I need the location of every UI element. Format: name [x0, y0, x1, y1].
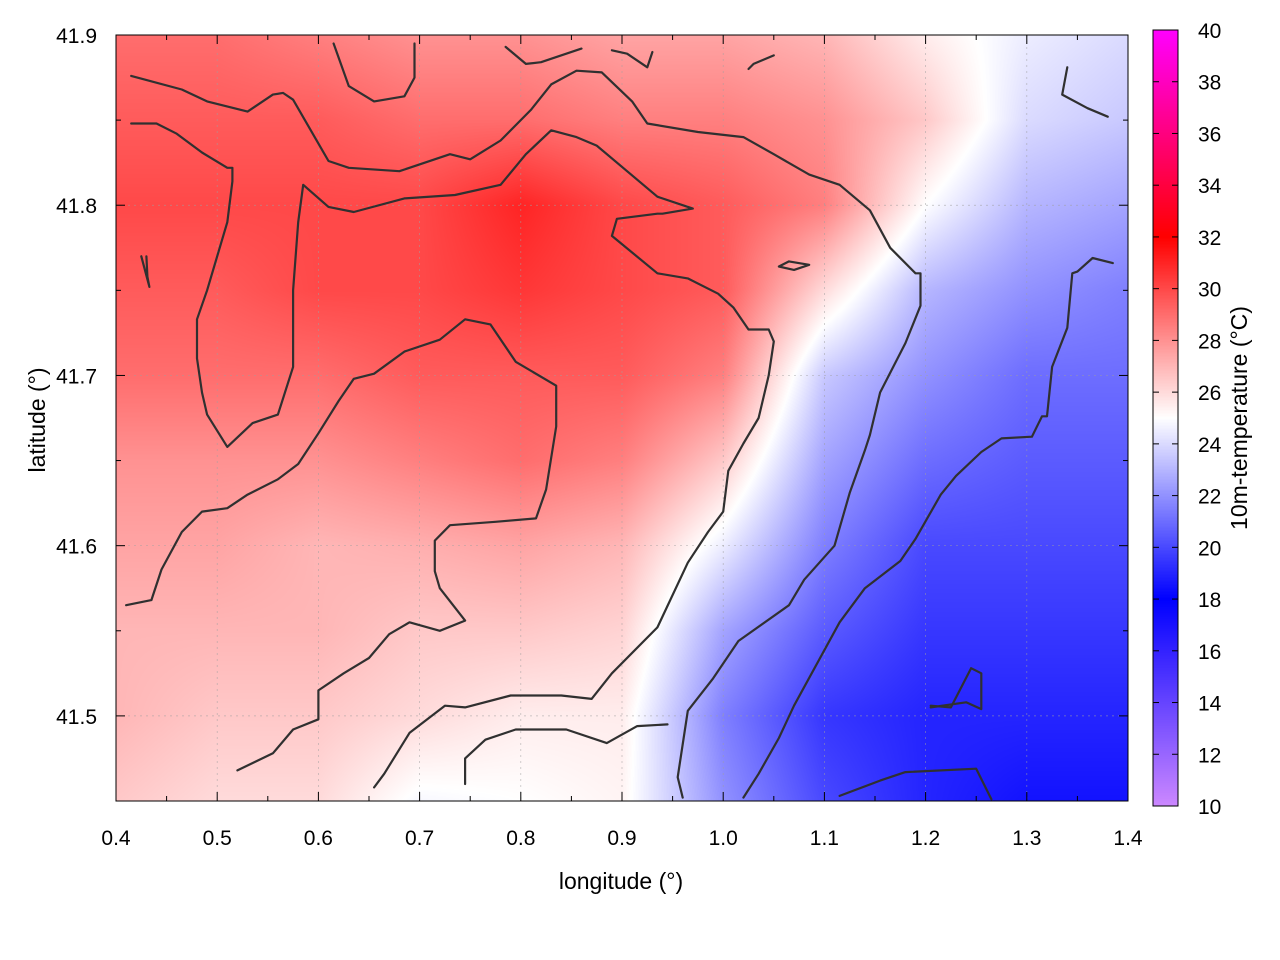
colorbar-tick-label: 40 — [1198, 20, 1221, 43]
colorbar-tick-label: 26 — [1198, 382, 1221, 405]
contour-line — [1061, 66, 1109, 118]
contour-line — [464, 723, 669, 786]
x-tick-label: 0.5 — [203, 827, 232, 850]
x-tick-label: 1.3 — [1012, 827, 1041, 850]
colorbar-tick-label: 38 — [1198, 72, 1221, 95]
x-axis-ticks: 0.4 0.5 0.6 0.7 0.8 0.9 1.0 1.1 1.2 1.3 1.4 — [101, 35, 1143, 850]
y-tick-label: 41.7 — [56, 365, 97, 388]
contour-line — [140, 255, 151, 288]
x-tick-label: 0.4 — [101, 827, 131, 850]
colorbar-ticks: 10 12 14 16 18 20 22 24 26 28 30 32 34 36 38 40 — [1153, 20, 1222, 819]
colorbar-tick-label: 18 — [1198, 589, 1221, 612]
contour-line — [838, 767, 993, 801]
y-axis-title: latitude (°) — [24, 367, 50, 472]
y-axis-ticks: 41.5 41.6 41.7 41.8 41.9 — [56, 25, 1128, 729]
colorbar-tick-label: 36 — [1198, 123, 1221, 146]
colorbar-tick-label: 34 — [1198, 175, 1222, 198]
contour-line — [929, 667, 983, 711]
x-tick-label: 1.0 — [709, 827, 738, 850]
contour-line — [332, 42, 416, 103]
colorbar-tick-label: 22 — [1198, 486, 1221, 509]
contour-line — [130, 122, 775, 789]
x-tick-label: 0.6 — [304, 827, 333, 850]
colorbar-tick-label: 24 — [1198, 434, 1222, 457]
colorbar-tick-label: 12 — [1198, 744, 1221, 767]
x-tick-label: 1.4 — [1113, 827, 1143, 850]
contour-line — [610, 49, 654, 69]
x-axis-title: longitude (°) — [559, 868, 683, 894]
x-tick-label: 0.8 — [506, 827, 535, 850]
contour-lines — [124, 42, 1114, 801]
colorbar-tick-label: 20 — [1198, 537, 1221, 560]
y-tick-label: 41.8 — [56, 195, 97, 218]
contour-line — [777, 260, 811, 271]
x-tick-label: 0.7 — [405, 827, 434, 850]
colorbar-title: 10m-temperature (°C) — [1226, 306, 1252, 530]
colorbar: 10 12 14 16 18 20 22 24 26 28 30 32 34 36 38 40 10m-tem… — [1152, 20, 1252, 819]
colorbar-frame — [1152, 29, 1179, 807]
contour-line — [747, 54, 775, 71]
colorbar-tick-label: 16 — [1198, 641, 1221, 664]
colorbar-tick-label: 10 — [1198, 796, 1221, 819]
colorbar-gradient — [1153, 30, 1178, 806]
contour-line — [130, 69, 922, 799]
colorbar-tick-label: 30 — [1198, 279, 1221, 302]
contour-line — [742, 256, 1114, 799]
contour-line — [504, 45, 583, 66]
colorbar-tick-label: 28 — [1198, 330, 1221, 353]
y-tick-label: 41.5 — [56, 706, 97, 729]
y-tick-label: 41.9 — [56, 25, 97, 48]
x-tick-label: 0.9 — [607, 827, 636, 850]
colorbar-tick-label: 32 — [1198, 227, 1221, 250]
x-tick-label: 1.2 — [911, 827, 940, 850]
y-tick-label: 41.6 — [56, 536, 97, 559]
x-tick-label: 1.1 — [810, 827, 839, 850]
colorbar-tick-label: 14 — [1198, 693, 1222, 716]
contour-line — [124, 318, 558, 772]
